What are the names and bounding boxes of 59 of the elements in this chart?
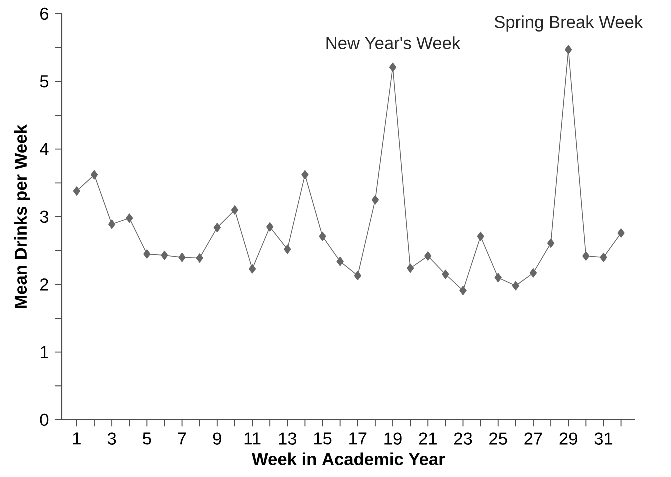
point: [108, 220, 116, 230]
y-tick-label: 2: [40, 278, 48, 291]
x-axis-title: Week in Academic Year: [252, 452, 446, 466]
point: [406, 264, 414, 274]
point: [336, 256, 344, 266]
x-tick-label: 17: [350, 432, 367, 445]
point: [214, 223, 222, 232]
annotation: Spring Break Week: [494, 16, 644, 32]
point: [372, 195, 380, 205]
y-tick-label: 1: [40, 346, 48, 358]
point: [477, 232, 484, 242]
point: [196, 254, 204, 263]
point: [266, 222, 274, 232]
x-tick-label: 11: [244, 432, 261, 445]
x-tick-label: 25: [490, 432, 508, 445]
x-tick-label: 23: [454, 432, 472, 445]
point: [284, 244, 292, 254]
point: [319, 232, 326, 242]
x-tick-label: 3: [108, 432, 116, 445]
point: [126, 214, 134, 224]
point: [442, 270, 450, 280]
point: [231, 206, 239, 215]
point: [494, 273, 502, 283]
x-tick-label: 1: [73, 432, 81, 445]
y-tick-label: 6: [40, 8, 49, 20]
y-tick-label: 3: [40, 210, 49, 224]
point: [460, 286, 467, 296]
x-tick-label: 13: [279, 432, 297, 445]
point: [90, 170, 98, 180]
point: [512, 281, 520, 291]
x-tick-label: 31: [594, 432, 613, 445]
x-tick-label: 5: [143, 432, 152, 445]
point: [582, 252, 590, 261]
point: [424, 252, 432, 261]
x-tick-label: 15: [314, 432, 332, 445]
y-axis-title: Mean Drinks per Week: [14, 124, 30, 308]
point: [73, 186, 81, 196]
y-tick-label: 5: [40, 76, 49, 88]
x-tick-label: 21: [419, 432, 437, 445]
point: [530, 268, 538, 278]
x-tick-label: 19: [384, 432, 402, 445]
point: [565, 45, 572, 55]
x-tick-label: 9: [213, 432, 222, 445]
x-tick-label: 27: [524, 432, 542, 445]
point: [600, 252, 608, 262]
point: [354, 271, 362, 281]
point: [161, 250, 168, 260]
annotation: New Year's Week: [326, 36, 461, 50]
y-tick-label: 0: [40, 414, 49, 426]
y-tick-label: 4: [40, 143, 49, 156]
x-tick-label: 29: [560, 432, 578, 445]
point: [248, 264, 256, 274]
point: [144, 250, 151, 259]
point: [302, 170, 309, 180]
point: [618, 228, 625, 238]
point: [389, 62, 397, 72]
point: [178, 252, 186, 262]
x-tick-label: 7: [178, 432, 186, 445]
point: [547, 238, 555, 248]
